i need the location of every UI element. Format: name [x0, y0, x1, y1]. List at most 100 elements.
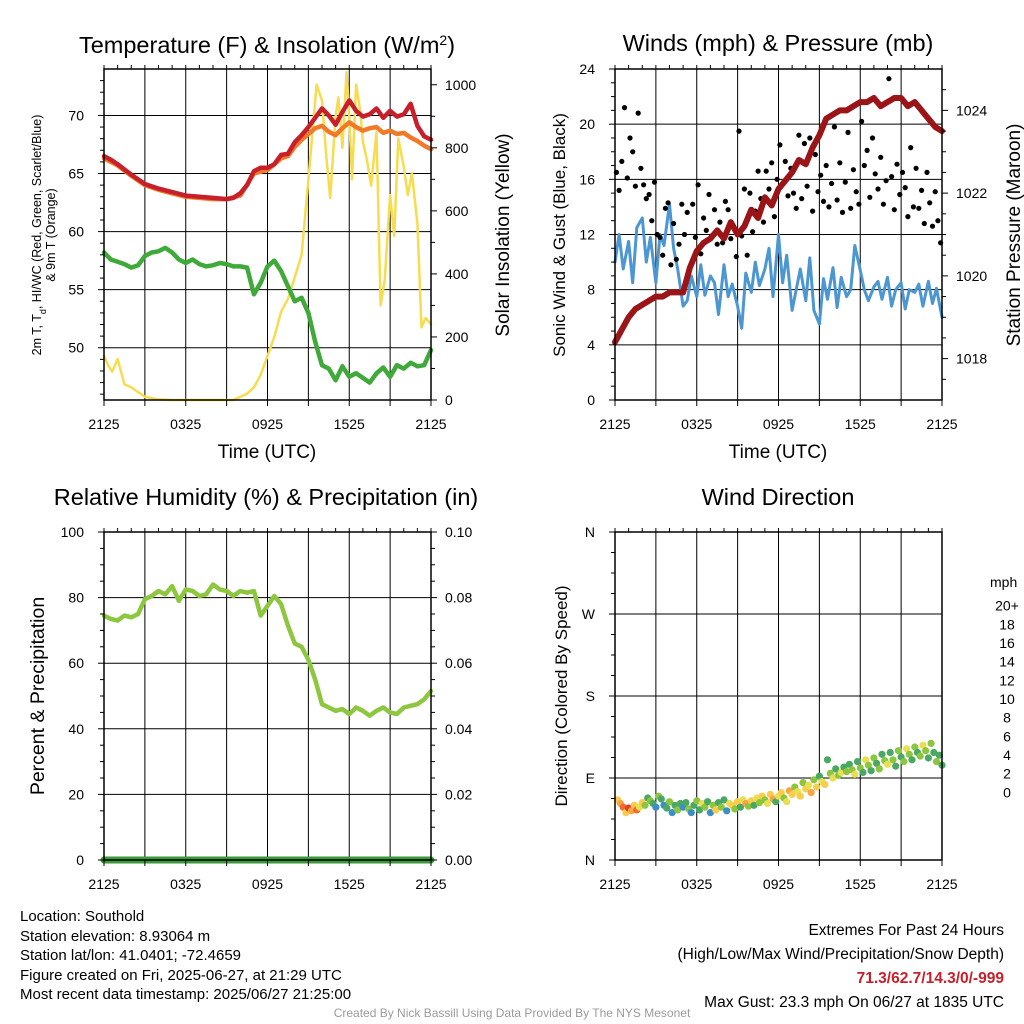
gust-point [651, 179, 658, 185]
gust-point [777, 142, 783, 148]
temperature-series [101, 70, 434, 402]
wind-direction-point [930, 748, 938, 757]
gust-point [646, 191, 652, 198]
x-tick-label: 1525 [845, 416, 876, 432]
x-tick-label: 0925 [763, 416, 794, 432]
y-tick-label: 0 [587, 392, 595, 408]
y-right-tick-label: 1024 [956, 102, 987, 118]
gust-point [635, 110, 641, 116]
gust-point [690, 201, 696, 207]
gust-point [891, 207, 897, 213]
temperature-line [101, 98, 434, 202]
gust-point [755, 168, 761, 174]
gust-point [662, 205, 669, 211]
gust-point [793, 205, 799, 211]
wind-direction-point [919, 741, 927, 749]
wind-direction-point [864, 761, 873, 769]
gust-point [616, 187, 622, 193]
wind-direction-point [859, 768, 867, 777]
winds-xlabel: Time (UTC) [729, 442, 828, 463]
extremes-values: 71.3/62.7/14.3/0/-999 [856, 970, 1004, 987]
humidity-ylabel: Percent & Precipitation [27, 597, 49, 795]
wind-direction-point [908, 756, 916, 764]
gust-point [771, 214, 778, 220]
wind-direction-point [701, 803, 709, 811]
y-right-tick-label: 0.00 [445, 852, 472, 868]
gust-point [929, 223, 936, 229]
wind-direction-point [843, 768, 851, 776]
gust-point [766, 186, 772, 192]
gust-point [665, 200, 671, 206]
gust-point [744, 252, 750, 258]
gust-point [785, 193, 791, 199]
pressure-line [612, 95, 945, 346]
credit-line: Created By Nick Bassill Using Data Provi… [333, 1006, 691, 1020]
dewpoint-line [101, 245, 434, 385]
gust-point [769, 160, 775, 166]
gust-point [935, 218, 941, 224]
wind-direction-point [764, 799, 772, 808]
winds-series [612, 76, 945, 346]
x-tick-label: 0325 [170, 416, 201, 432]
y-tick-label: N [585, 852, 595, 868]
y-tick-label: 0 [76, 852, 84, 868]
wind-direction-point [723, 807, 731, 815]
recent-timestamp: Most recent data timestamp: 2025/06/27 2… [20, 986, 352, 1004]
gust-point [823, 162, 829, 169]
wind-direction-point [772, 798, 780, 806]
winds-ylabel: Sonic Wind & Gust (Blue, Black) [550, 113, 569, 357]
wind-direction-point [788, 790, 796, 799]
wind-direction-point [935, 751, 943, 759]
gust-point [671, 220, 677, 227]
gust-point [679, 201, 685, 207]
wind-direction-point [682, 799, 690, 807]
gust-point [706, 191, 712, 198]
wind-direction-point [813, 783, 821, 791]
legend-label: 6 [1003, 728, 1011, 744]
y-tick-label: W [582, 606, 596, 622]
gust-point [681, 231, 688, 238]
gust-point [859, 118, 865, 124]
legend-label: 2 [1003, 766, 1011, 782]
wind-direction-point [810, 776, 818, 784]
gust-point [878, 154, 884, 160]
legend-label: 12 [999, 672, 1015, 688]
gust-point [875, 186, 881, 192]
humidity-precip-chart: Relative Humidity (%) & Precipitation (i… [27, 484, 478, 892]
wind-direction-points [614, 739, 946, 817]
gust-point [921, 220, 927, 227]
wind-direction-point [892, 762, 900, 770]
wind-direction-point [815, 772, 824, 780]
gust-point [782, 158, 788, 164]
wind-direction-point [665, 798, 674, 806]
wind-direction-point [720, 796, 728, 804]
gust-point [750, 229, 756, 235]
gust-point [741, 186, 748, 192]
extremes-fields: (High/Low/Max Wind/Precipitation/Snow De… [677, 946, 1005, 963]
y-right-tick-label: 1018 [956, 351, 987, 367]
figure-created: Figure created on Fri, 2025-06-27, at 21… [20, 966, 342, 984]
winds-chart-title: Winds (mph) & Pressure (mb) [623, 30, 934, 56]
y-right-tick-label: 0.04 [445, 721, 472, 737]
gust-point [703, 227, 709, 233]
gust-point [932, 189, 938, 195]
wind-direction-point [875, 765, 883, 773]
gust-point [927, 200, 933, 206]
y-right-tick-label: 0.02 [445, 786, 472, 802]
gust-point [872, 171, 878, 177]
gust-point [864, 147, 870, 153]
gust-point [889, 174, 895, 180]
gust-point [886, 76, 892, 82]
y-tick-label: 100 [61, 524, 85, 540]
y-tick-label: 16 [579, 171, 595, 187]
wind-direction-point [663, 804, 671, 812]
gust-point [714, 241, 720, 247]
gust-point [880, 201, 887, 207]
pressure-ylabel: Station Pressure (Maroon) [1004, 124, 1024, 347]
wind-direction-point [922, 747, 930, 755]
y-tick-label: N [585, 524, 595, 540]
gust-point [913, 165, 919, 171]
gust-point [861, 162, 867, 169]
gust-point [826, 204, 832, 210]
gust-point [692, 234, 699, 240]
